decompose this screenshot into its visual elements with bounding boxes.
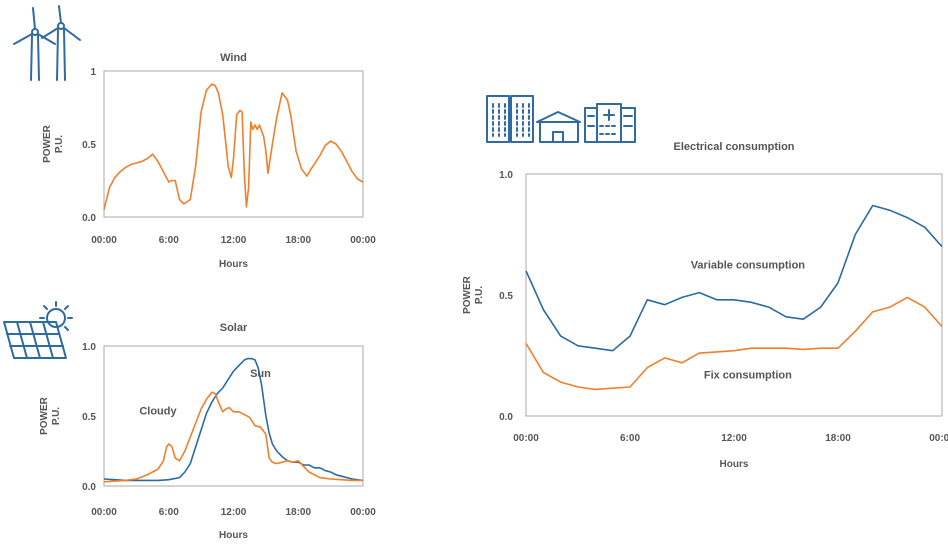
plot-frame [525,173,943,417]
series-line [103,357,364,482]
x-tick-label: 6:00 [620,433,640,444]
y-tick-label: 0.5 [82,412,96,423]
x-tick-label: 12:00 [221,235,247,246]
series-line [525,204,943,352]
x-tick-label: 6:00 [159,507,179,518]
series-line [103,83,364,210]
chart-title: Solar [220,322,248,334]
y-tick-label: 0.5 [82,140,96,151]
x-axis-label: Hours [720,459,749,470]
x-tick-label: 00:00 [513,433,539,444]
x-tick-label: 12:00 [221,507,247,518]
y-tick-label: 0.0 [499,412,513,423]
y-axis-label: POWER [39,396,50,435]
series-line [525,296,943,391]
annotation-label: Fix consumption [704,369,792,381]
x-tick-label: 00:00 [929,433,948,444]
y-axis-label: POWER [462,275,473,314]
x-tick-label: 18:00 [825,433,851,444]
buildings-icon [486,95,636,143]
annotation-label: Sun [250,368,271,380]
x-axis-label: Hours [219,259,248,270]
series-line [103,391,363,483]
solar-panel-sun-icon [3,301,73,359]
y-tick-label: 1.0 [82,342,96,353]
x-axis-label: Hours [219,530,248,541]
annotation-label: Cloudy [139,406,177,418]
plot-frame [103,345,364,487]
x-tick-label: 18:00 [285,235,311,246]
x-tick-label: 00:00 [350,235,376,246]
x-tick-label: 18:00 [285,507,311,518]
y-tick-label: 0.5 [499,291,513,302]
y-tick-label: 1.0 [499,170,513,181]
consumption-chart: Electrical consumption 00:00 6:00 12:00 18:0… [462,141,948,470]
y-axis-label: P.U. [51,407,62,425]
y-axis-label: POWER [42,124,53,163]
y-axis-label: P.U. [474,286,485,304]
y-tick-label: 0.0 [82,213,96,224]
x-tick-label: 00:00 [91,235,117,246]
annotation-label: Variable consumption [691,259,806,271]
wind-turbines-icon [13,5,81,81]
plot-frame [103,70,364,218]
y-tick-label: 0.0 [82,482,96,493]
wind-chart: Wind 00:00 6:00 12:00 18:00 00:00 0.0 0.5 1 Hours… [42,52,376,270]
y-tick-label: 1 [90,67,96,78]
y-axis-label: P.U. [54,135,65,153]
x-tick-label: 00:00 [91,507,117,518]
x-tick-label: 6:00 [159,235,179,246]
chart-title: Wind [220,52,247,64]
solar-chart: Solar 00:00 6:00 12:00 18:00 00:00 0.0 0.5 1.0 Ho… [39,322,376,541]
x-tick-label: 12:00 [721,433,747,444]
x-tick-label: 00:00 [350,507,376,518]
chart-title: Electrical consumption [673,141,794,153]
